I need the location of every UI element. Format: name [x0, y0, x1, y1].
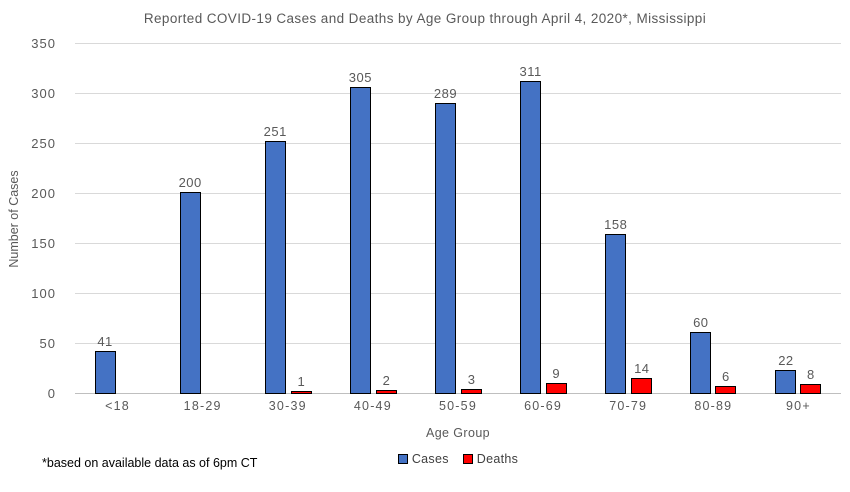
y-tick-label: 200: [31, 186, 56, 201]
cases-value-label: 158: [604, 217, 628, 232]
chart-title: Reported COVID-19 Cases and Deaths by Ag…: [143, 11, 707, 26]
cases-value-label: 289: [433, 86, 458, 101]
cases-bar-group: 22: [775, 353, 797, 394]
deaths-bar-group: 3: [461, 372, 483, 394]
deaths-value-label: 8: [807, 367, 815, 382]
gridline: [75, 43, 841, 44]
legend-label: Deaths: [476, 452, 519, 466]
legend: Cases Deaths: [75, 452, 841, 466]
x-axis-ticks: <18 18-29 30-39 40-49 50-59 60-69 70-79 80-89 90…: [75, 399, 841, 413]
cases-bar: [520, 81, 542, 394]
x-tick-label: 50-59: [439, 399, 477, 413]
deaths-bar-group: 8: [800, 367, 822, 394]
gridline: [75, 243, 841, 244]
bar-column: 305 2: [330, 44, 415, 394]
cases-bar-group: 251: [264, 125, 287, 394]
cases-bar: [94, 351, 116, 394]
deaths-bar: [375, 390, 397, 394]
deaths-bar: [290, 391, 312, 394]
deaths-bar: [545, 383, 567, 394]
x-tick-label: 30-39: [268, 399, 307, 413]
deaths-value-label: 14: [634, 361, 650, 376]
deaths-bar-group: 14: [631, 361, 653, 394]
y-axis-ticks: 0 50 100 150 200 250 300 350: [0, 37, 64, 400]
bar-column: 41: [75, 44, 160, 394]
cases-legend-swatch: [397, 454, 408, 464]
y-tick-label: 100: [31, 286, 56, 301]
cases-bar: [775, 370, 797, 394]
cases-bar: [179, 192, 201, 394]
deaths-bar: [461, 389, 483, 394]
cases-bar: [605, 234, 627, 394]
deaths-bar-group: 9: [545, 366, 567, 394]
deaths-value-label: 2: [382, 373, 391, 388]
deaths-value-label: 9: [552, 366, 561, 381]
cases-bar: [690, 332, 712, 394]
deaths-bar-group: 2: [375, 373, 397, 394]
gridline: [75, 293, 841, 294]
x-tick-label: 60-69: [524, 399, 563, 413]
x-tick-label: 90+: [786, 399, 811, 413]
bar-column: 22 8: [756, 44, 841, 394]
cases-bar: [264, 141, 286, 394]
cases-value-label: 311: [519, 64, 542, 79]
x-axis-line: [75, 393, 841, 394]
cases-value-label: 60: [693, 315, 709, 330]
bar-column: 158 14: [586, 44, 671, 394]
y-tick-label: 250: [31, 136, 56, 151]
cases-bar-group: 289: [434, 87, 457, 394]
plot-area: 41 200 251 1 305 2 289 3 311 9 158 14 60 6 22 8: [75, 43, 841, 394]
bar-column: 60 6: [671, 44, 756, 394]
x-tick-label: 18-29: [183, 399, 222, 413]
deaths-legend-swatch: [462, 454, 473, 464]
deaths-bar: [715, 386, 737, 394]
cases-bar-group: 305: [349, 71, 372, 394]
x-tick-label: <18: [105, 399, 130, 413]
cases-bar-group: 158: [604, 218, 627, 394]
bar-column: 200: [160, 44, 245, 394]
deaths-value-label: 6: [721, 369, 730, 384]
x-tick-label: 70-79: [609, 399, 648, 413]
deaths-value-label: 1: [297, 374, 306, 389]
footnote: *based on available data as of 6pm CT: [42, 456, 258, 470]
cases-value-label: 41: [97, 334, 113, 349]
deaths-bar-group: [120, 389, 141, 394]
legend-label: Cases: [411, 452, 449, 466]
cases-bar: [349, 87, 371, 394]
y-tick-label: 50: [39, 336, 56, 351]
cases-value-label: 200: [178, 175, 202, 190]
x-tick-label: 80-89: [694, 399, 733, 413]
cases-value-label: 305: [348, 70, 372, 85]
y-tick-label: 350: [31, 36, 56, 51]
y-tick-label: 0: [47, 386, 56, 401]
y-tick-label: 300: [31, 86, 56, 101]
deaths-bar: [800, 384, 822, 394]
legend-item-deaths: Deaths: [462, 452, 519, 466]
cases-value-label: 251: [263, 124, 287, 139]
cases-bar-group: 41: [94, 334, 116, 394]
deaths-value-label: 3: [467, 372, 476, 387]
gridline: [75, 93, 841, 94]
deaths-bar-group: [206, 389, 227, 394]
x-tick-label: 40-49: [353, 399, 392, 413]
deaths-bar: [631, 378, 653, 394]
y-tick-label: 150: [31, 236, 56, 251]
deaths-bar-group: 1: [290, 374, 312, 394]
bar-column: 251 1: [245, 44, 330, 394]
bars-row: 41 200 251 1 305 2 289 3 311 9 158 14 60 6 22 8: [75, 44, 841, 394]
gridline: [75, 343, 841, 344]
cases-bar-group: 60: [690, 315, 712, 394]
gridline: [75, 143, 841, 144]
cases-bar-group: 311: [519, 65, 541, 394]
gridline: [75, 193, 841, 194]
cases-bar: [434, 103, 456, 394]
cases-bar-group: 200: [179, 176, 202, 394]
deaths-bar-group: 6: [715, 369, 737, 394]
bar-column: 289 3: [415, 44, 500, 394]
bar-column: 311 9: [501, 44, 586, 394]
x-axis-title: Age Group: [425, 426, 491, 440]
legend-item-cases: Cases: [397, 452, 449, 466]
cases-value-label: 22: [778, 353, 794, 368]
